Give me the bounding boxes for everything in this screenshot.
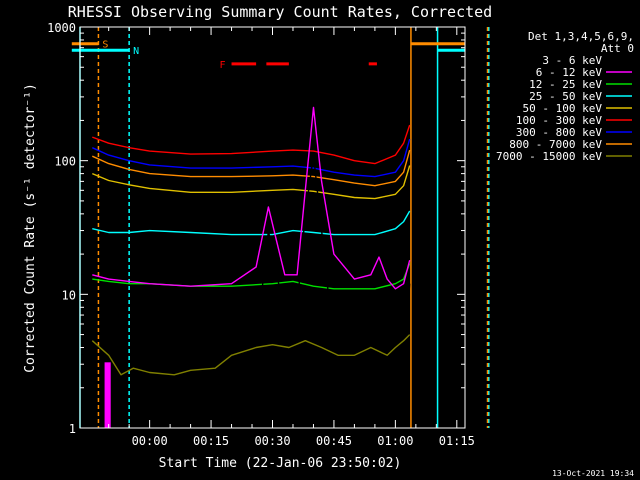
- x-tick-label-2: 00:30: [254, 434, 290, 448]
- attenuator-span-0: [104, 362, 111, 428]
- flag-bar-label-0: S: [102, 40, 108, 51]
- series-line-7: [149, 154, 411, 419]
- series-line-3: [92, 165, 411, 200]
- legend-entry-label-7: 800 - 7000 keV: [509, 138, 602, 151]
- legend-entry-label-6: 300 - 800 keV: [516, 126, 602, 139]
- flag-layer: S N F: [71, 40, 465, 71]
- x-tick-label-3: 00:45: [316, 434, 352, 448]
- series-line-2: [92, 149, 411, 187]
- legend-entry-label-0: 3 - 6 keV: [542, 54, 602, 67]
- legend-entry-label-1: 6 - 12 keV: [536, 66, 603, 79]
- legend-entry-label-5: 100 - 300 keV: [516, 114, 602, 127]
- legend-title-line-0: Det 1,3,4,5,6,9,: [528, 30, 634, 43]
- x-tick-label-1: 00:15: [193, 434, 229, 448]
- y-axis-label: Corrected Count Rate (s⁻¹ detector⁻¹): [23, 83, 38, 373]
- legend-entry-label-4: 50 - 100 keV: [523, 102, 603, 115]
- flare-flag-label: F: [220, 60, 226, 71]
- legend-title-line-1: Att 0: [601, 42, 634, 55]
- series-line-4: [92, 210, 411, 236]
- x-tick-label-4: 01:00: [377, 434, 413, 448]
- y-tick-label-1: 10: [62, 288, 76, 302]
- chart-title: RHESSI Observing Summary Count Rates, Co…: [68, 3, 492, 21]
- y-tick-label-0: 1: [69, 422, 76, 436]
- x-axis-label: Start Time (22-Jan-06 23:50:02): [159, 456, 402, 471]
- y-tick-label-2: 100: [54, 155, 76, 169]
- series-line-1: [92, 138, 411, 178]
- x-tick-label-5: 01:15: [439, 434, 475, 448]
- legend-entry-label-8: 7000 - 15000 keV: [496, 150, 602, 163]
- y-tick-label-3: 1000: [47, 21, 76, 35]
- axis-layer: 00:00 00:15 00:30 00:45 01:00 01:15 1 10 100 1000: [47, 21, 475, 448]
- legend-entry-label-2: 12 - 25 keV: [529, 78, 602, 91]
- series-line-5: [92, 263, 411, 290]
- x-tick-label-0: 00:00: [132, 434, 168, 448]
- series-layer: [91, 106, 411, 419]
- series-line-6: [92, 106, 411, 290]
- series-line-0: [92, 124, 411, 165]
- series-line-8: [91, 334, 411, 376]
- footer-timestamp: 13-Oct-2021 19:34: [552, 469, 634, 478]
- legend-entry-label-3: 25 - 50 keV: [529, 90, 602, 103]
- flag-bar-label-1: N: [133, 46, 139, 57]
